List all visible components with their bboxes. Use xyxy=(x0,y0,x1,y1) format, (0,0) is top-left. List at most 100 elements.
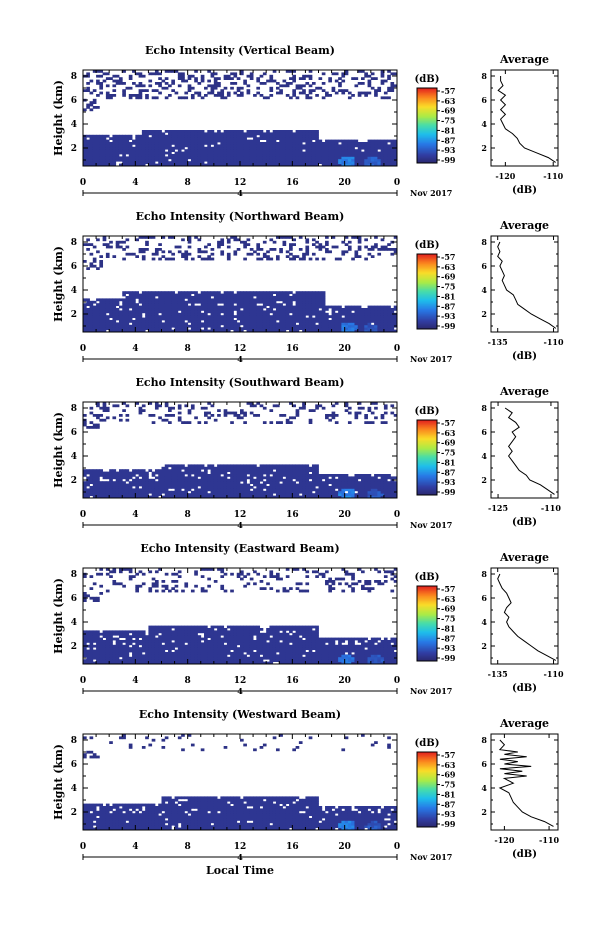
heatmap-cell xyxy=(168,471,172,475)
heatmap-cell xyxy=(89,317,94,321)
heatmap-cell xyxy=(253,308,257,311)
heatmap-cell xyxy=(377,89,382,92)
heatmap-cell xyxy=(92,89,97,92)
heatmap-cell xyxy=(112,84,117,88)
heatmap-cell xyxy=(259,483,264,487)
heatmap-cell xyxy=(302,161,306,164)
heatmap-cell xyxy=(168,303,172,306)
heatmap-cell xyxy=(374,243,378,246)
heatmap-cell xyxy=(282,495,287,499)
heatmap-cell xyxy=(374,476,378,480)
heatmap-cell xyxy=(285,163,290,167)
heatmap-cell xyxy=(361,310,365,314)
heatmap-cell xyxy=(122,476,126,480)
heatmap-cell xyxy=(171,317,175,321)
heatmap-cell xyxy=(96,312,100,316)
heatmap-cell xyxy=(161,488,166,492)
heatmap-cell xyxy=(315,476,319,480)
heatmap-cell xyxy=(236,151,241,155)
heatmap-cell xyxy=(318,298,323,302)
heatmap-cell xyxy=(279,312,283,316)
heatmap-cell xyxy=(325,243,329,246)
heatmap-cell xyxy=(341,146,346,150)
heatmap-cell xyxy=(308,130,313,133)
heatmap-cell xyxy=(135,291,139,294)
heatmap-cell xyxy=(217,483,221,487)
heatmap-cell xyxy=(285,137,290,140)
heatmap-cell xyxy=(125,238,130,242)
heatmap-cell xyxy=(204,322,208,326)
heatmap-cell xyxy=(204,149,208,152)
heatmap-cell xyxy=(99,315,104,318)
heatmap-cell xyxy=(279,84,283,88)
heatmap-cell xyxy=(187,315,192,318)
heatmap-cell xyxy=(377,483,382,487)
heatmap-cell xyxy=(145,303,149,306)
heatmap-cell xyxy=(230,161,234,164)
heatmap-cell xyxy=(240,137,244,140)
heatmap-cell xyxy=(105,303,110,306)
heatmap-cell xyxy=(266,156,270,160)
heatmap-cell xyxy=(289,139,293,143)
heatmap-cell xyxy=(334,414,339,417)
heatmap-cell xyxy=(338,161,342,164)
heatmap-cell xyxy=(374,144,378,148)
heatmap-cell xyxy=(328,305,332,309)
heatmap-cell xyxy=(115,495,120,499)
heatmap-cell xyxy=(223,478,228,482)
heatmap-cell xyxy=(354,305,359,309)
heatmap-cell xyxy=(115,310,120,314)
heatmap-cell xyxy=(354,308,359,311)
heatmap-cell xyxy=(236,471,241,475)
heatmap-cell xyxy=(145,158,149,162)
heatmap-cell xyxy=(145,134,149,138)
heatmap-cell xyxy=(305,248,310,251)
heatmap-cell xyxy=(86,103,90,107)
heatmap-cell xyxy=(233,236,238,239)
heatmap-cell xyxy=(135,312,139,316)
heatmap-cell xyxy=(112,488,117,492)
heatmap-cell xyxy=(168,406,172,410)
heatmap-cell xyxy=(226,493,231,496)
heatmap-cell xyxy=(213,303,218,306)
heatmap-cell xyxy=(240,154,244,157)
heatmap-cell xyxy=(374,310,378,314)
heatmap-cell xyxy=(128,137,133,140)
heatmap-cell xyxy=(387,144,391,148)
heatmap-cell xyxy=(351,308,355,311)
heatmap-cell xyxy=(99,262,104,266)
heatmap-cell xyxy=(171,257,175,261)
heatmap-cell xyxy=(331,317,336,321)
heatmap-cell xyxy=(220,486,225,489)
heatmap-cell xyxy=(135,490,139,494)
heatmap-cell xyxy=(217,488,221,492)
heatmap-cell xyxy=(246,130,251,133)
heatmap-cell xyxy=(279,137,283,140)
heatmap-cell xyxy=(151,483,156,487)
heatmap-cell xyxy=(311,474,316,477)
heatmap-cell xyxy=(223,414,228,417)
heatmap-cell xyxy=(374,329,378,333)
colorbar-tick-label: -99 xyxy=(441,155,456,165)
heatmap-cell xyxy=(298,86,303,90)
heatmap-cell xyxy=(194,324,198,328)
heatmap-cell xyxy=(141,132,146,136)
heatmap-cell xyxy=(272,142,277,145)
heatmap-cell xyxy=(154,250,159,254)
heatmap-cell xyxy=(174,137,179,140)
heatmap-cell xyxy=(148,144,153,148)
heatmap-cell xyxy=(354,151,359,155)
heatmap-cell xyxy=(207,79,211,83)
heatmap-cell xyxy=(177,416,182,420)
heatmap-cell xyxy=(272,324,277,328)
heatmap-cell xyxy=(105,483,110,487)
heatmap-cell xyxy=(154,312,159,316)
heatmap-cell xyxy=(311,312,316,316)
heatmap-cell xyxy=(213,327,218,330)
heatmap-cell xyxy=(226,257,231,261)
heatmap-cell xyxy=(174,91,179,95)
heatmap-cell xyxy=(315,163,319,167)
heatmap-cell xyxy=(289,495,293,499)
heatmap-cell xyxy=(262,291,267,294)
heatmap-cell xyxy=(207,91,211,95)
